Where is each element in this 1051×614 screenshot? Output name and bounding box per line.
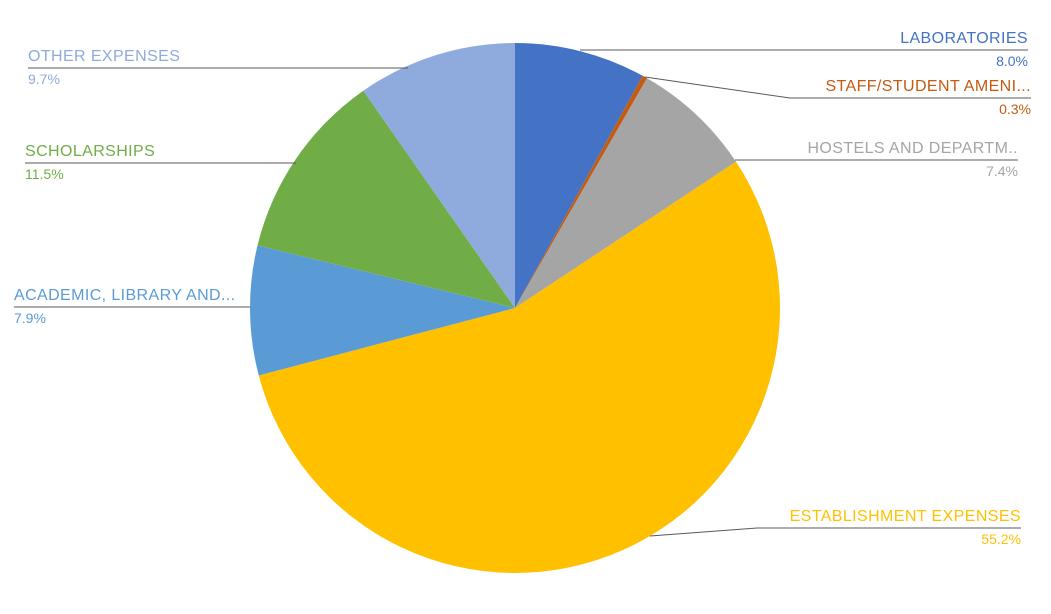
data-label-category: OTHER EXPENSES (28, 48, 181, 65)
data-label-category: SCHOLARSHIPS (25, 143, 156, 160)
pie-slices (249, 43, 780, 573)
leader-line (644, 76, 1031, 99)
data-label-percent: 11.5% (25, 166, 64, 182)
data-label-category: STAFF/STUDENT AMENI... (825, 78, 1031, 95)
data-label-percent: 7.4% (986, 163, 1018, 179)
data-label-percent: 55.2% (981, 531, 1021, 547)
data-label-percent: 7.9% (14, 310, 46, 326)
data-label-hostels-and-departments: HOSTELS AND DEPARTM.. 7.4% (807, 140, 1018, 180)
leader-lines (14, 49, 1031, 537)
data-label-percent: 9.7% (28, 71, 60, 87)
data-label-academic-library: ACADEMIC, LIBRARY AND... 7.9% (14, 287, 236, 327)
data-label-laboratories: LABORATORIES 8.0% (900, 30, 1028, 70)
data-label-staff-student-amenities: STAFF/STUDENT AMENI... 0.3% (825, 78, 1031, 118)
pie-slice-staff-student-ameni (515, 75, 648, 308)
data-label-percent: 8.0% (996, 53, 1028, 69)
pie-slice-establishment-expenses (258, 161, 780, 573)
pie-slice-other-expenses (363, 43, 515, 308)
data-label-percent: 0.3% (999, 101, 1031, 117)
data-label-establishment-expenses: ESTABLISHMENT EXPENSES 55.2% (790, 508, 1021, 548)
data-label-category: LABORATORIES (900, 30, 1028, 47)
data-label-other-expenses: OTHER EXPENSES 9.7% (28, 48, 180, 88)
pie-slice-hostels-and-departm (515, 78, 737, 308)
pie-slice-laboratories (515, 43, 643, 308)
data-label-category: HOSTELS AND DEPARTM.. (807, 140, 1018, 157)
pie-slice-academic-library-and (249, 245, 515, 376)
data-label-scholarships: SCHOLARSHIPS 11.5% (25, 143, 155, 183)
pie-slice-scholarships (257, 90, 515, 309)
data-label-category: ESTABLISHMENT EXPENSES (789, 508, 1021, 525)
leader-line (649, 527, 1021, 537)
data-label-category: ACADEMIC, LIBRARY AND... (14, 287, 236, 304)
